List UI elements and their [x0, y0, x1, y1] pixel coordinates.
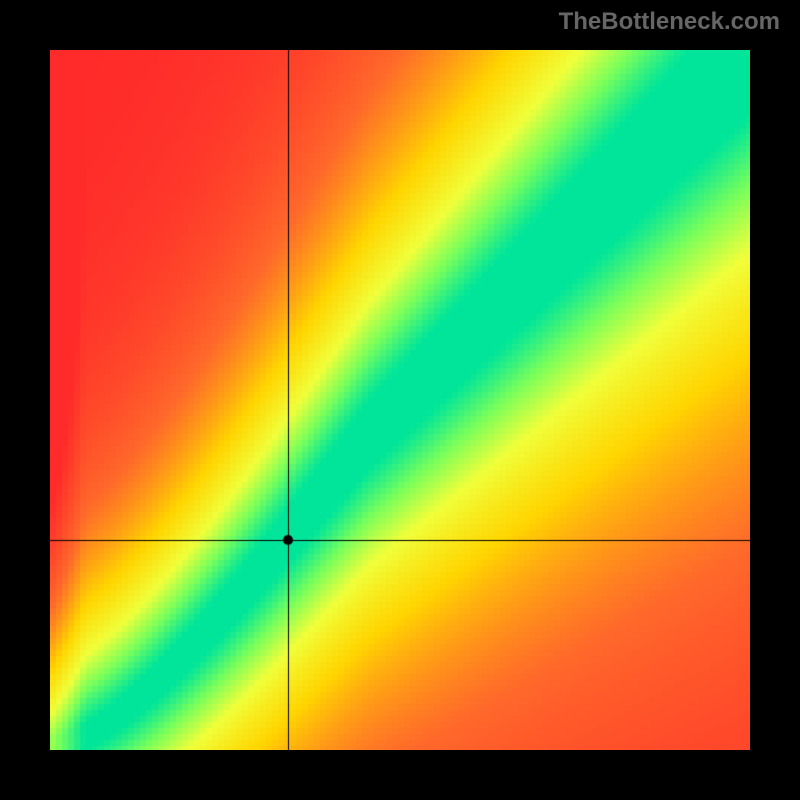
chart-container: TheBottleneck.com	[0, 0, 800, 800]
watermark-text: TheBottleneck.com	[559, 8, 780, 36]
heatmap-canvas	[50, 50, 750, 750]
plot-area	[50, 50, 750, 750]
